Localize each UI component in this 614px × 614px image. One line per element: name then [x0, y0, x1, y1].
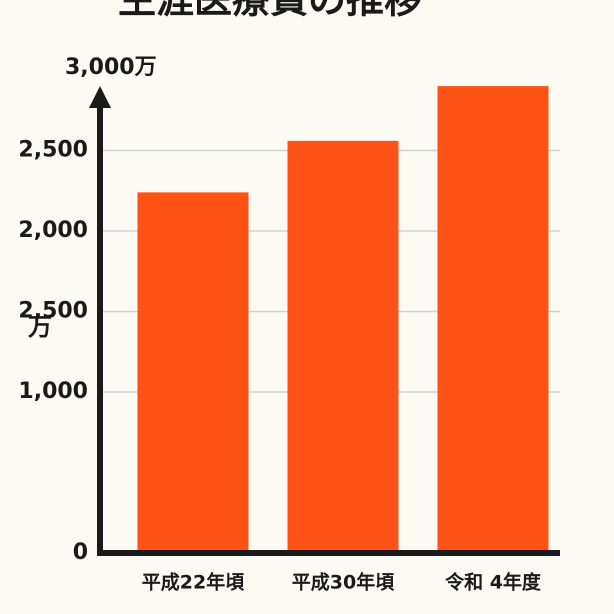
- y-axis-label: 万: [28, 313, 52, 341]
- bar: [437, 86, 549, 553]
- x-tick-label: 平成22年頃: [142, 571, 245, 594]
- y-tick-label: 2,500: [18, 299, 88, 324]
- bar: [137, 192, 249, 554]
- y-axis-arrow: [89, 86, 111, 108]
- bar: [287, 140, 399, 553]
- x-tick-label: 平成30年頃: [292, 571, 395, 594]
- y-tick-label: 3,000万: [65, 55, 157, 80]
- y-tick-label: 1,000: [18, 379, 88, 404]
- x-tick-label: 令和 4年度: [445, 571, 542, 594]
- chart-title: 生涯医療費の推移: [118, 0, 422, 22]
- y-tick-label: 0: [73, 540, 88, 565]
- y-tick-label: 2,000: [18, 218, 88, 243]
- y-tick-label: 2,500: [18, 138, 88, 163]
